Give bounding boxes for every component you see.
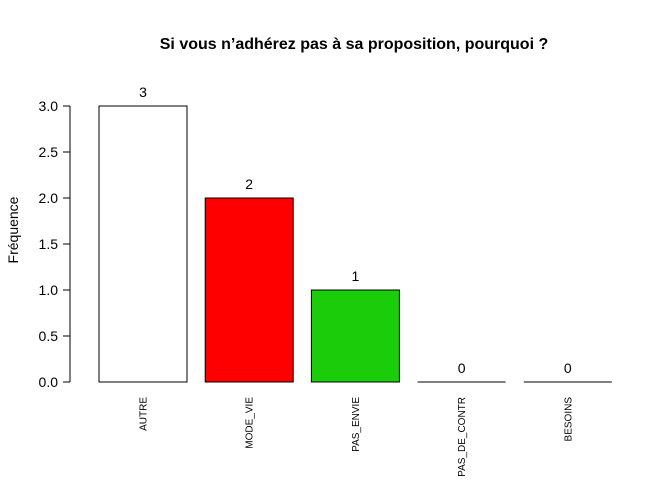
bars bbox=[98, 105, 612, 383]
y-axis: 0.0 0.5 1.0 1.5 2.0 2.5 3.0 bbox=[39, 98, 71, 390]
x-tick-label: MODE_VIE bbox=[245, 397, 256, 449]
y-tick-label: 2.5 bbox=[39, 144, 59, 160]
data-labels: 3 2 1 0 0 bbox=[139, 84, 572, 376]
chart-title: Si vous n’adhérez pas à sa proposition, … bbox=[160, 36, 549, 53]
bar bbox=[204, 197, 294, 383]
data-label: 0 bbox=[458, 360, 466, 376]
y-tick-label: 1.5 bbox=[39, 236, 59, 252]
y-tick-label: 3.0 bbox=[39, 98, 59, 114]
y-tick-label: 0.5 bbox=[39, 328, 59, 344]
x-tick-label: BESOINS bbox=[563, 397, 574, 442]
x-axis-tick-labels: AUTRE MODE_VIE PAS_ENVIE PAS_DE_CONTR BESOIN… bbox=[139, 397, 575, 477]
bar bbox=[98, 105, 188, 383]
y-tick-label: 2.0 bbox=[39, 190, 59, 206]
data-label: 2 bbox=[245, 176, 253, 192]
y-tick-label: 1.0 bbox=[39, 282, 59, 298]
x-tick-label: PAS_ENVIE bbox=[351, 397, 362, 452]
bar bbox=[310, 289, 400, 383]
y-tick-label: 0.0 bbox=[39, 374, 59, 390]
x-tick-label: AUTRE bbox=[139, 397, 150, 431]
y-axis-label: Fréquence bbox=[5, 196, 21, 263]
data-label: 1 bbox=[352, 268, 360, 284]
x-tick-label: PAS_DE_CONTR bbox=[457, 397, 468, 477]
data-label: 3 bbox=[139, 84, 147, 100]
data-label: 0 bbox=[564, 360, 572, 376]
